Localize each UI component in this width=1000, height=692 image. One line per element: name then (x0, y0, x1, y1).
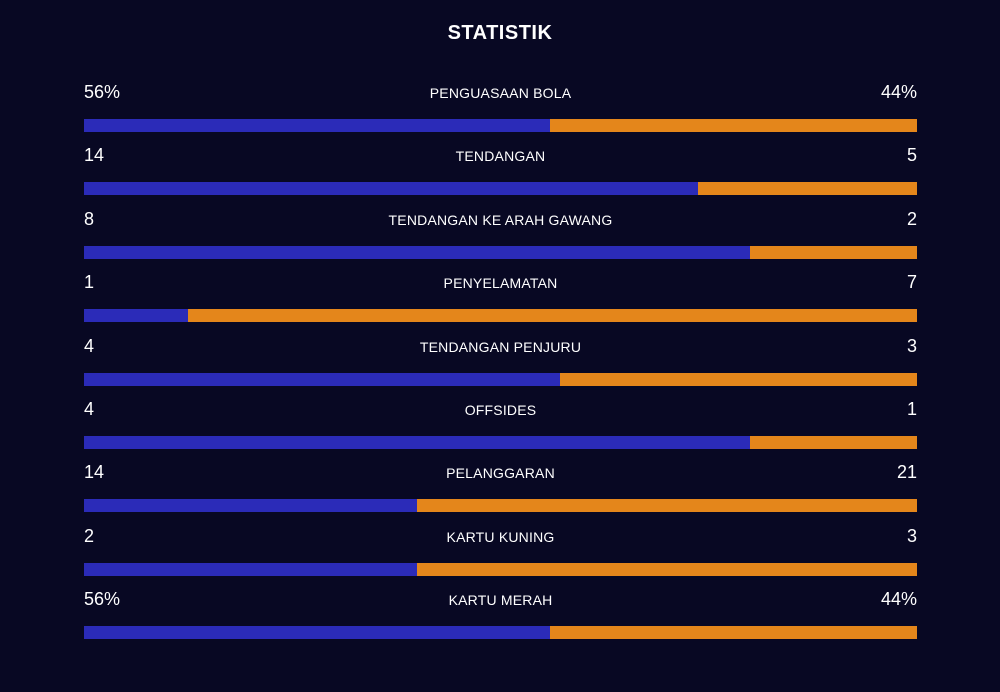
comparison-bar (84, 119, 917, 132)
home-value: 4 (84, 398, 95, 419)
stat-row: 1 PENYELAMATAN 7 (84, 270, 917, 333)
comparison-bar (84, 562, 917, 576)
home-bar-segment (84, 626, 551, 640)
away-bar-segment (550, 119, 917, 132)
stat-row-header: 2 KARTU KUNING 3 (84, 524, 917, 550)
away-value: 2 (906, 208, 917, 229)
away-bar-segment (559, 372, 917, 386)
stat-label: PELANGGARAN (446, 465, 555, 482)
comparison-bar (84, 309, 917, 323)
stat-row-header: 4 OFFSIDES 1 (84, 397, 917, 423)
stat-row-header: 56% KARTU MERAH 44% (84, 587, 917, 613)
panel-title: STATISTIK (447, 22, 553, 44)
stat-row-header: 14 TENDANGAN 5 (84, 143, 917, 169)
stat-label: OFFSIDES (464, 401, 537, 418)
stat-row: 4 TENDANGAN PENJURU 3 (84, 334, 917, 397)
away-bar-segment (417, 562, 917, 576)
home-bar-segment (84, 499, 418, 513)
away-value: 3 (906, 525, 917, 546)
comparison-bar (84, 182, 917, 196)
away-bar-segment (750, 245, 917, 259)
away-value: 5 (906, 145, 917, 166)
home-value: 56% (84, 589, 121, 610)
away-value: 3 (906, 335, 917, 356)
home-bar-segment (84, 372, 560, 386)
comparison-bar (84, 626, 917, 640)
stat-row-header: 14 PELANGGARAN 21 (84, 460, 917, 486)
home-bar-segment (84, 245, 751, 259)
stat-label: PENYELAMATAN (443, 275, 558, 292)
stat-row-header: 8 TENDANGAN KE ARAH GAWANG 2 (84, 207, 917, 233)
home-bar-segment (84, 182, 698, 196)
home-bar-segment (84, 435, 751, 449)
home-value: 4 (84, 335, 95, 356)
home-value: 14 (84, 462, 105, 483)
home-value: 8 (84, 208, 95, 229)
home-value: 1 (84, 272, 95, 293)
home-bar-segment (84, 562, 418, 576)
comparison-bar (84, 245, 917, 259)
away-value: 7 (906, 272, 917, 293)
home-bar-segment (84, 309, 189, 323)
stat-label: TENDANGAN KE ARAH GAWANG (388, 211, 613, 228)
home-value: 14 (84, 145, 105, 166)
away-bar-segment (188, 309, 917, 323)
stat-label: KARTU KUNING (446, 528, 555, 545)
comparison-bar (84, 435, 917, 449)
away-value: 1 (906, 398, 917, 419)
stat-row-header: 1 PENYELAMATAN 7 (84, 270, 917, 296)
away-bar-segment (750, 435, 917, 449)
home-bar-segment (84, 119, 551, 132)
stat-row: 2 KARTU KUNING 3 (84, 524, 917, 587)
stat-row: 56% PENGUASAAN BOLA 44% (84, 80, 917, 143)
away-bar-segment (550, 626, 917, 640)
comparison-bar (84, 372, 917, 386)
stat-row: 14 PELANGGARAN 21 (84, 460, 917, 523)
stat-label: PENGUASAAN BOLA (429, 85, 572, 101)
away-bar-segment (417, 499, 917, 513)
stats-list: 56% PENGUASAAN BOLA 44% 14 TENDANGAN 5 8 TENDAN… (84, 80, 917, 651)
stat-row-header: 56% PENGUASAAN BOLA 44% (84, 80, 917, 106)
comparison-bar (84, 499, 917, 513)
away-value: 44% (880, 82, 917, 102)
home-value: 2 (84, 525, 95, 546)
stat-row: 4 OFFSIDES 1 (84, 397, 917, 460)
stat-row: 56% KARTU MERAH 44% (84, 587, 917, 650)
stat-label: KARTU MERAH (448, 592, 553, 609)
away-value: 44% (880, 589, 917, 610)
away-bar-segment (697, 182, 917, 196)
home-value: 56% (84, 82, 121, 102)
away-value: 21 (896, 462, 917, 483)
stat-label: TENDANGAN PENJURU (419, 338, 582, 355)
stat-row: 8 TENDANGAN KE ARAH GAWANG 2 (84, 207, 917, 270)
stat-row-header: 4 TENDANGAN PENJURU 3 (84, 334, 917, 360)
stat-row: 14 TENDANGAN 5 (84, 143, 917, 206)
stat-label: TENDANGAN (455, 148, 546, 165)
